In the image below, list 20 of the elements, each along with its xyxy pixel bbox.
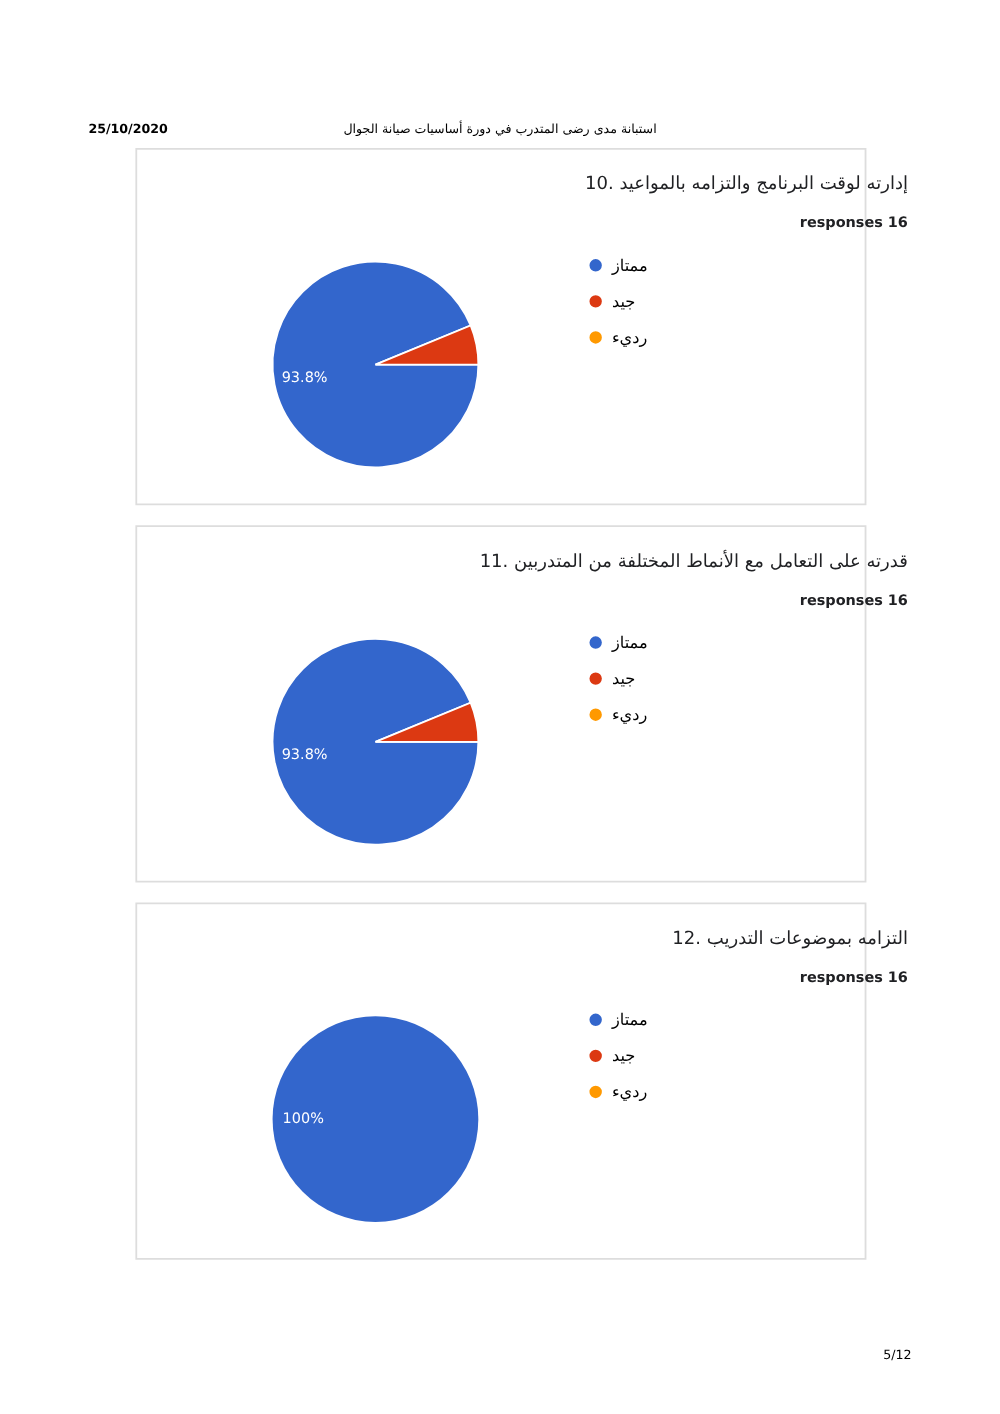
text: responses 16 — [799, 967, 908, 986]
pie-slice — [271, 638, 480, 846]
data-label: 93.8% — [281, 745, 328, 764]
data-label: 93.8% — [281, 368, 328, 387]
text: 12. التزامه بموضوعات التدريب — [672, 929, 908, 950]
legend-label: جيد — [611, 1045, 636, 1066]
pie-slice — [271, 260, 480, 469]
text: 10. إدارته لوقت البرنامج والتزامه بالمواعيد — [584, 175, 908, 196]
legend-label: ممتاز — [609, 1009, 648, 1030]
legend-label: جيد — [611, 668, 636, 689]
legend-label: رديء — [611, 704, 648, 725]
text: 11. قدرته على التعامل مع الأنماط المختلفة من المتدربين — [479, 548, 908, 573]
legend-label: رديء — [611, 326, 648, 347]
text: responses 16 — [799, 213, 908, 232]
legend-label: رديء — [611, 1081, 648, 1102]
data-label: 100% — [282, 1108, 325, 1127]
legend-label: ممتاز — [609, 254, 648, 275]
legend-label: ممتاز — [609, 631, 648, 652]
legend-label: جيد — [611, 290, 636, 311]
text: responses 16 — [799, 590, 908, 609]
